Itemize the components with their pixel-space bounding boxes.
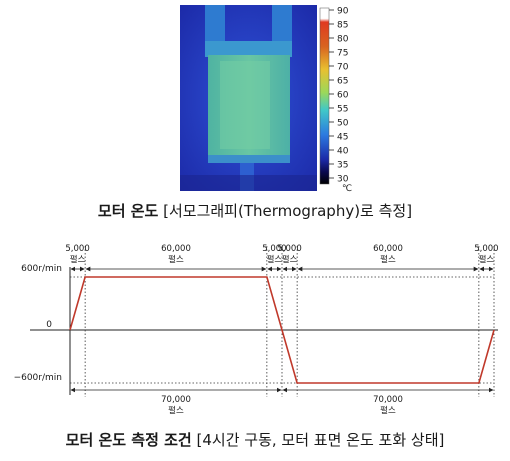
thermography-caption-bold: 모터 온도: [97, 202, 159, 220]
segment-top-unit: 펄스: [479, 254, 495, 265]
y-label-bottom: −600r/min: [14, 373, 62, 383]
scale-ticks: 90 85 80 75 70 65 60 55 50 45 40 35 30: [329, 7, 349, 185]
condition-caption-bold: 모터 온도 측정 조건: [65, 431, 192, 449]
thermography-image: [180, 5, 317, 191]
scale-tick-label: 70: [337, 63, 349, 73]
y-label-top: 600r/min: [21, 264, 62, 274]
segment-top-unit: 펄스: [267, 254, 283, 265]
scale-tick-label: 40: [337, 147, 349, 157]
segment-top-unit: 펄스: [380, 254, 396, 265]
speed-profile-line: [69, 276, 495, 384]
thermo-motor-highlight: [220, 61, 270, 149]
thermo-mount-right: [272, 5, 292, 45]
scale-unit: ℃: [342, 184, 352, 192]
thermography-caption: 모터 온도 [서모그래피(Thermography)로 측정]: [0, 200, 510, 221]
thermo-mount-left: [205, 5, 225, 45]
segment-top-unit: 펄스: [168, 254, 184, 265]
scale-tick-label: 30: [337, 175, 349, 185]
thermo-bottom-shade: [180, 175, 317, 191]
scale-tick-label: 50: [337, 119, 349, 129]
scale-tick-label: 75: [337, 49, 348, 59]
scale-tick-label: 60: [337, 91, 349, 101]
segment-top-value: 5,000: [65, 244, 89, 254]
scale-tick-label: 90: [337, 7, 349, 17]
segment-top-value: 60,000: [373, 244, 403, 254]
segment-top-value: 5,000: [277, 244, 301, 254]
segment-bottom-unit: 펄스: [380, 405, 396, 416]
segment-top-value: 60,000: [161, 244, 191, 254]
scale-tick-label: 45: [337, 133, 348, 143]
segment-top-value: 5,000: [474, 244, 498, 254]
segment-bottom-value: 70,000: [161, 395, 191, 405]
segment-bottom-unit: 펄스: [168, 405, 184, 416]
scale-tick-label: 65: [337, 77, 348, 87]
scale-tick-label: 35: [337, 161, 348, 171]
scale-tick-label: 80: [337, 35, 349, 45]
segment-top-unit: 펄스: [282, 254, 298, 265]
thermography-caption-rest: [서모그래피(Thermography)로 측정]: [163, 202, 413, 220]
thermo-motor-base: [208, 155, 290, 163]
temperature-scale: 90 85 80 75 70 65 60 55 50 45 40 35 30 ℃: [319, 7, 352, 192]
segment-bottom-value: 70,000: [373, 395, 403, 405]
scale-gradient: [319, 7, 330, 185]
measurement-condition-caption: 모터 온도 측정 조건 [4시간 구동, 모터 표면 온도 포화 상태]: [0, 429, 510, 450]
segment-top-unit: 펄스: [70, 254, 86, 265]
segment-top-value: 5,000: [262, 244, 286, 254]
thermo-top-plate: [205, 41, 292, 57]
speed-profile-diagram: 600r/min0−600r/min5,000펄스60,000펄스5,000펄스…: [14, 244, 499, 416]
y-label-zero: 0: [46, 320, 52, 330]
scale-tick-label: 85: [337, 21, 348, 31]
condition-caption-rest: [4시간 구동, 모터 표면 온도 포화 상태]: [196, 431, 445, 449]
scale-tick-label: 55: [337, 105, 348, 115]
